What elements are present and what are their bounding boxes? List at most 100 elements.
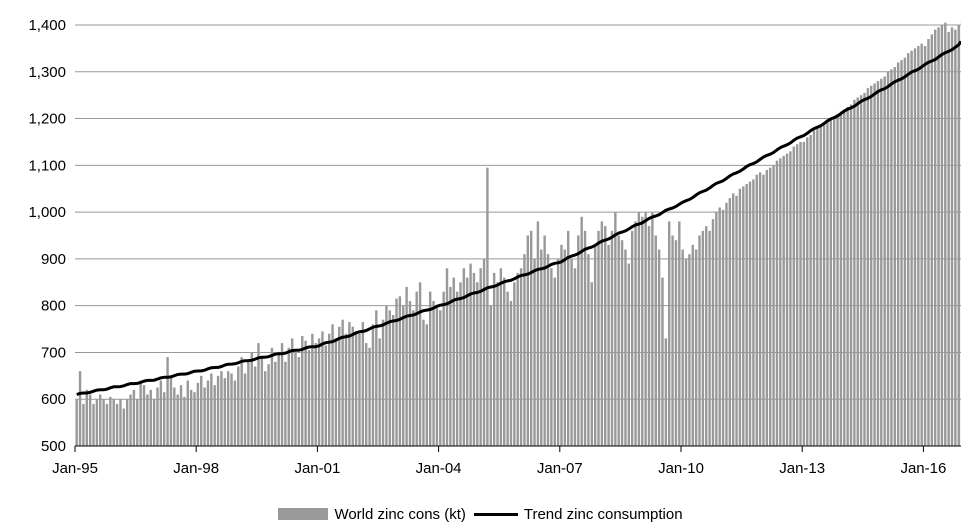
bar: [563, 249, 567, 446]
bar: [462, 268, 466, 446]
bar: [358, 333, 361, 446]
bar: [368, 347, 371, 446]
bar: [789, 151, 792, 447]
bar: [839, 111, 843, 446]
bar: [274, 361, 277, 446]
bar: [210, 373, 213, 446]
bar: [573, 268, 577, 446]
bar: [641, 216, 644, 446]
bar: [859, 95, 863, 447]
bar: [944, 22, 947, 446]
bar: [903, 57, 907, 447]
bar: [708, 230, 711, 446]
bar: [418, 282, 422, 446]
bar: [122, 408, 126, 446]
bar: [203, 387, 206, 446]
bar: [661, 277, 664, 446]
bar: [883, 76, 886, 447]
bar: [762, 174, 765, 446]
bar: [849, 104, 853, 447]
bar: [873, 83, 876, 446]
bar: [442, 291, 445, 446]
bar: [536, 221, 540, 446]
bar: [577, 235, 580, 446]
bar: [664, 338, 668, 446]
bar: [317, 338, 321, 446]
legend-swatch-trend: [473, 512, 518, 516]
y-tick-label: 1,100: [28, 157, 66, 174]
bar: [846, 106, 849, 447]
bar: [264, 371, 267, 446]
bar: [644, 212, 647, 446]
bar: [775, 160, 779, 446]
bar: [75, 399, 78, 446]
bar: [428, 291, 432, 446]
bar: [439, 310, 442, 446]
x-tick-label: Jan-10: [658, 460, 704, 477]
bar: [375, 310, 378, 446]
bar: [701, 230, 705, 446]
trend-line: [76, 40, 961, 396]
bar: [311, 333, 314, 446]
bar: [519, 268, 523, 446]
bar: [567, 230, 570, 446]
bar: [233, 380, 237, 446]
bar: [876, 81, 880, 446]
bar: [816, 127, 819, 446]
bar: [109, 396, 112, 446]
bar: [402, 305, 405, 446]
bar: [765, 170, 769, 446]
x-tick-label: Jan-01: [294, 460, 340, 477]
bar: [654, 235, 657, 446]
bar: [624, 249, 627, 446]
bar: [715, 212, 718, 446]
bar: [866, 88, 870, 447]
bar: [240, 357, 243, 446]
bar: [896, 62, 900, 447]
bar: [435, 305, 439, 446]
bar: [769, 167, 772, 447]
bar: [597, 230, 600, 446]
bar: [930, 34, 934, 447]
bar: [200, 375, 203, 446]
x-tick-label: Jan-07: [537, 460, 583, 477]
bar: [617, 235, 620, 446]
bar: [314, 343, 317, 446]
bar: [338, 326, 341, 446]
y-tick-label: 800: [41, 298, 66, 315]
bar: [341, 319, 344, 446]
y-tick-label: 1,200: [28, 111, 66, 128]
bar: [331, 324, 334, 446]
bar: [412, 310, 415, 446]
bar: [226, 371, 230, 446]
bar: [503, 277, 506, 446]
bar: [671, 235, 674, 446]
bar: [277, 352, 280, 446]
bar: [270, 347, 274, 446]
bar: [772, 165, 775, 446]
bar: [728, 198, 732, 446]
bar: [492, 272, 496, 446]
bar: [627, 263, 631, 446]
bar: [940, 25, 944, 446]
bar: [947, 32, 950, 447]
bar: [381, 319, 385, 446]
x-tick-label: Jan-04: [416, 460, 462, 477]
bar: [455, 291, 459, 446]
bar: [506, 291, 509, 446]
x-tick-label: Jan-16: [900, 460, 946, 477]
bar: [691, 244, 694, 446]
bar: [253, 366, 257, 446]
bar: [267, 364, 270, 446]
bar: [324, 345, 328, 446]
bar: [304, 340, 307, 446]
x-tick-label: Jan-13: [779, 460, 825, 477]
bar: [604, 226, 607, 446]
y-tick-label: 900: [41, 251, 66, 268]
bar: [721, 209, 725, 446]
bar: [466, 277, 469, 446]
bar: [705, 226, 708, 446]
bar: [570, 258, 573, 446]
bar: [735, 195, 738, 446]
bar: [132, 389, 136, 446]
